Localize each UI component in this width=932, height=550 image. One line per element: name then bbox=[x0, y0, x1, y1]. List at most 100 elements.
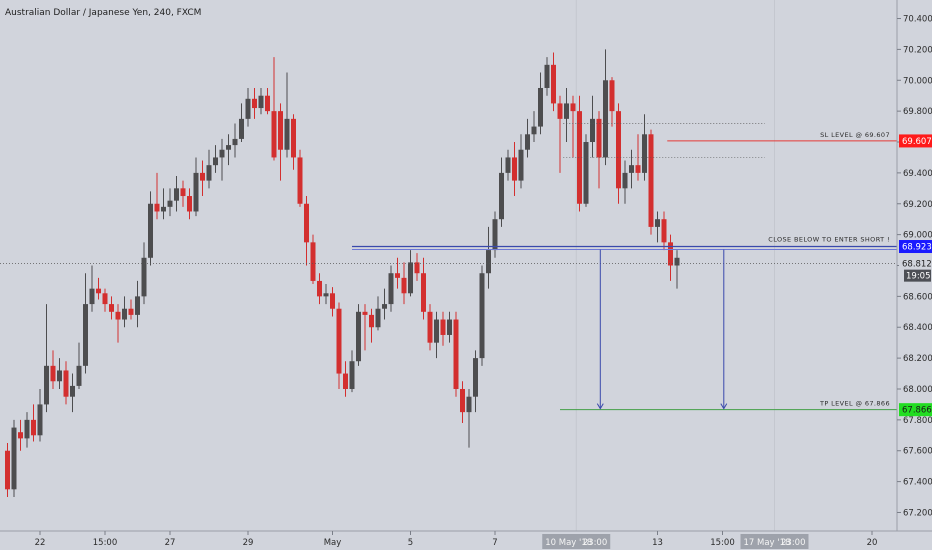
candle bbox=[635, 134, 641, 181]
price-tick-label: 70.400 bbox=[903, 15, 932, 25]
candle bbox=[616, 103, 621, 204]
candle bbox=[603, 49, 608, 166]
candle-body bbox=[479, 273, 485, 359]
candle-body bbox=[577, 111, 582, 204]
candle-body bbox=[304, 203, 309, 243]
candle bbox=[434, 311, 439, 359]
candle-body bbox=[271, 111, 277, 158]
candle bbox=[200, 160, 205, 197]
annotations: SL LEVEL @ 69.607 CLOSE BELOW TO ENTER SH… bbox=[0, 123, 897, 411]
candle-body bbox=[102, 293, 108, 305]
tp-price-badge-text: 67.866 bbox=[902, 406, 932, 416]
candle bbox=[479, 265, 485, 366]
candle-body bbox=[375, 308, 381, 328]
time-tick-label: 5 bbox=[408, 538, 413, 548]
candle bbox=[304, 196, 309, 266]
candle bbox=[135, 280, 140, 328]
candle-body bbox=[609, 80, 615, 112]
sl-price-badge-bg bbox=[899, 134, 932, 148]
candle-body bbox=[518, 149, 524, 181]
price-axis[interactable]: 70.40070.20070.00069.80069.60069.40069.2… bbox=[896, 0, 932, 531]
candle bbox=[317, 273, 322, 305]
candle bbox=[219, 138, 225, 181]
time-tick-label: 13 bbox=[652, 538, 663, 548]
candle bbox=[31, 404, 36, 442]
candle bbox=[5, 443, 10, 498]
time-tick-label: 27 bbox=[165, 538, 176, 548]
candle bbox=[174, 175, 179, 212]
time-tick-label: May bbox=[324, 538, 342, 548]
candle bbox=[258, 87, 264, 115]
candle-body bbox=[31, 419, 36, 436]
candle bbox=[388, 265, 394, 312]
price-tick-label: 70.000 bbox=[903, 76, 932, 86]
candle bbox=[596, 111, 602, 189]
candle-body bbox=[148, 203, 153, 258]
candle bbox=[76, 342, 82, 389]
candle bbox=[401, 262, 407, 305]
candle bbox=[609, 77, 615, 127]
candle bbox=[531, 111, 537, 143]
candle-body bbox=[466, 396, 472, 413]
candle bbox=[382, 288, 387, 320]
candle-body bbox=[421, 273, 426, 312]
candle bbox=[492, 211, 498, 258]
cursor-time-label-time: 23:00 bbox=[583, 538, 608, 548]
candle bbox=[349, 350, 355, 393]
candle-body bbox=[336, 308, 342, 374]
candle-body bbox=[310, 242, 316, 281]
candle bbox=[148, 191, 153, 266]
candle bbox=[63, 361, 69, 405]
candle-body bbox=[122, 308, 127, 320]
candle bbox=[544, 57, 550, 96]
candle-body bbox=[284, 118, 290, 150]
entry-label: CLOSE BELOW TO ENTER SHORT ! bbox=[768, 236, 890, 244]
candle bbox=[187, 188, 192, 220]
candle bbox=[57, 358, 62, 389]
candle bbox=[239, 103, 244, 143]
cursor-time-label-bg bbox=[740, 534, 809, 549]
candle-body bbox=[557, 103, 563, 119]
candle bbox=[525, 118, 530, 158]
candle-body bbox=[219, 149, 225, 158]
candle-body bbox=[141, 257, 147, 297]
candle-body bbox=[50, 365, 56, 382]
candle-body bbox=[11, 427, 17, 490]
candle-body bbox=[564, 103, 569, 119]
candle bbox=[193, 157, 199, 217]
candle bbox=[440, 311, 446, 346]
candle bbox=[102, 288, 108, 312]
candle bbox=[24, 412, 30, 448]
candle-body bbox=[505, 157, 511, 173]
candle bbox=[447, 311, 452, 343]
price-tick-label: 67.600 bbox=[903, 447, 932, 457]
candle bbox=[551, 52, 556, 112]
candle bbox=[83, 273, 88, 374]
time-tick-label: 15:00 bbox=[93, 538, 118, 548]
candle-body bbox=[486, 250, 491, 274]
candle-body bbox=[544, 64, 550, 88]
candle-body bbox=[674, 257, 680, 266]
candle-body bbox=[453, 319, 459, 389]
candle bbox=[18, 419, 23, 451]
candle bbox=[590, 95, 595, 158]
candles bbox=[5, 49, 680, 498]
candle bbox=[661, 211, 667, 251]
candle bbox=[453, 311, 459, 397]
candle bbox=[232, 123, 238, 158]
candle-body bbox=[89, 288, 95, 305]
entry-price-badge-bg bbox=[899, 240, 932, 254]
candle bbox=[44, 304, 49, 413]
candle-body bbox=[492, 219, 498, 251]
candle bbox=[128, 299, 134, 320]
candle-body bbox=[382, 304, 387, 309]
entry-price-badge: 68.923 bbox=[899, 240, 932, 254]
candle-body bbox=[297, 157, 303, 204]
candle-body bbox=[499, 172, 504, 220]
candle-body bbox=[278, 111, 283, 150]
candle-body bbox=[473, 358, 478, 397]
